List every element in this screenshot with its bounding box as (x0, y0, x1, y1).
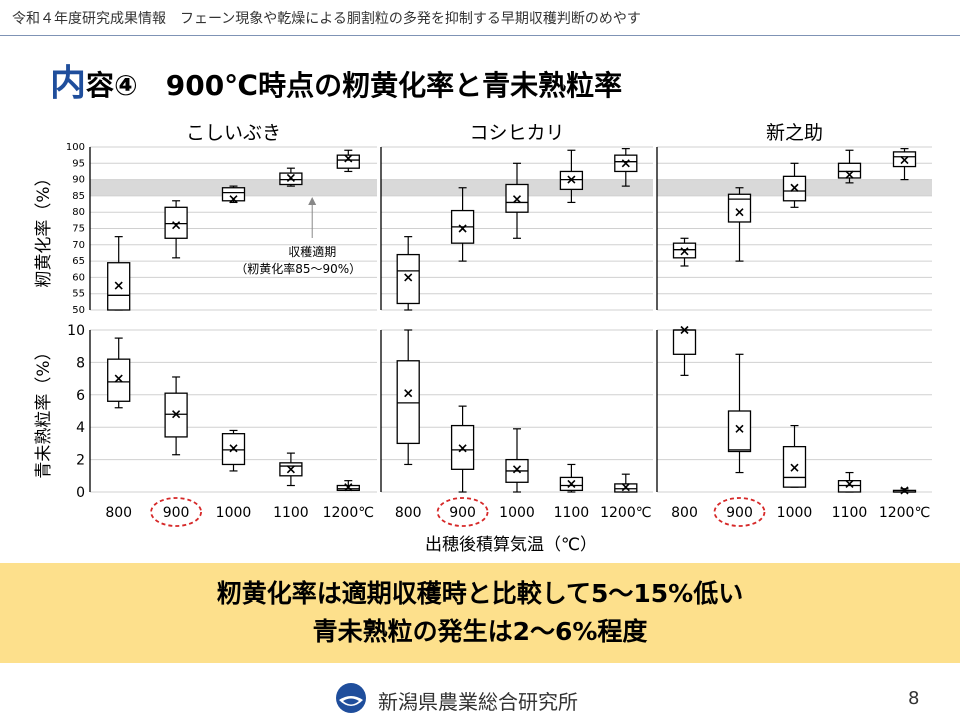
y-axis-title: 青未熟粒率（%） (33, 343, 54, 478)
institute-logo-icon (336, 683, 366, 713)
mean-marker (286, 173, 295, 183)
box-iqr (396, 360, 420, 445)
summary-line-2: 青未熟粒の発生は2～6%程度 (312, 617, 648, 646)
panel-title: コシヒカリ (469, 122, 564, 144)
box-iqr (336, 154, 360, 169)
mean-marker (229, 444, 238, 453)
x-tick-label: 1200℃ (600, 505, 651, 521)
box-iqr (727, 410, 752, 453)
box-iqr (396, 253, 420, 305)
y-axis-title: 籾黄化率（%） (34, 169, 54, 287)
x-axis-title: 出穂後積算気温（℃） (425, 535, 597, 555)
x-tick-label: 900 (449, 505, 476, 521)
highlight-circle (713, 497, 766, 527)
y-tick-label: 2 (76, 453, 85, 469)
annotation-line-1: 収穫適期 (288, 244, 336, 259)
mean-marker (286, 465, 295, 474)
mean-marker (845, 479, 854, 488)
x-tick-label: 800 (105, 505, 132, 521)
mean-marker (845, 170, 854, 179)
y-tick-label: 65 (72, 256, 85, 267)
x-tick-label: 1200℃ (879, 505, 930, 521)
mean-marker (621, 483, 630, 492)
x-tick-label: 800 (671, 505, 698, 521)
y-tick-label: 95 (72, 158, 85, 169)
x-tick-label: 1100 (273, 505, 309, 521)
y-tick-label: 85 (72, 191, 85, 202)
mean-marker (900, 155, 909, 165)
x-tick-label: 1200℃ (323, 505, 374, 521)
mean-marker (344, 483, 353, 492)
mean-marker (790, 463, 799, 472)
summary-box: 籾黄化率は適期収穫時と比較して5～15%低い 青未熟粒の発生は2～6%程度 (0, 563, 960, 663)
y-tick-label: 70 (72, 240, 85, 251)
x-tick-label: 800 (395, 505, 422, 521)
x-tick-label: 1100 (554, 505, 590, 521)
mean-marker (735, 208, 744, 217)
mean-marker (567, 479, 576, 488)
title-rest: 容④ 900℃時点の籾黄化率と青未熟粒率 (86, 69, 623, 102)
y-tick-label: 6 (76, 388, 85, 404)
mean-marker (458, 224, 467, 233)
y-tick-label: 0 (76, 485, 85, 501)
mean-marker (404, 273, 413, 282)
boxplot-charts: 50556065707580859095100籾黄化率（%）こしいぶき収穫適期（… (33, 122, 932, 555)
mean-marker (114, 281, 123, 290)
box-iqr (221, 187, 246, 202)
x-tick-label: 1000 (216, 505, 252, 521)
y-tick-label: 55 (72, 289, 85, 300)
footer-org: 新潟県農業総合研究所 (378, 690, 578, 714)
summary-line-1: 籾黄化率は適期収穫時と比較して5～15%低い (216, 579, 744, 608)
mean-marker (404, 389, 413, 398)
mean-marker (621, 159, 630, 168)
y-tick-label: 100 (66, 142, 85, 153)
y-tick-label: 75 (72, 224, 85, 235)
mean-marker (172, 221, 181, 230)
mean-marker (900, 486, 909, 495)
mean-marker (567, 175, 576, 184)
page-number: 8 (908, 688, 920, 709)
annotation-arrow-head (308, 197, 317, 205)
header-divider (0, 35, 960, 36)
mean-marker (735, 424, 744, 433)
y-tick-label: 90 (72, 175, 85, 186)
page-title: 内容④ 900℃時点の籾黄化率と青未熟粒率 (50, 54, 622, 106)
panel-title: 新之助 (766, 122, 823, 144)
box-iqr (837, 162, 862, 179)
header-text: 令和４年度研究成果情報 フェーン現象や乾燥による胴割粒の多発を抑制する早期収穫判… (12, 11, 641, 27)
mean-marker (680, 247, 689, 256)
mean-marker (790, 183, 799, 192)
x-tick-label: 1000 (777, 505, 813, 521)
mean-marker (344, 154, 353, 163)
box-iqr (727, 193, 752, 223)
panel-title: こしいぶき (186, 122, 281, 144)
y-tick-label: 80 (72, 207, 85, 218)
y-tick-label: 50 (72, 305, 85, 316)
title-prefix: 内 (50, 63, 87, 104)
x-tick-label: 900 (726, 505, 753, 521)
mean-marker (512, 195, 522, 204)
mean-marker (114, 374, 123, 383)
x-tick-label: 1100 (832, 505, 868, 521)
x-tick-label: 1000 (499, 505, 535, 521)
annotation-line-2: （籾黄化率85～90%） (235, 261, 361, 276)
y-tick-label: 4 (76, 420, 85, 436)
mean-marker (458, 444, 467, 453)
mean-marker (172, 410, 181, 419)
mean-marker (229, 195, 238, 204)
box-iqr (672, 329, 697, 355)
y-tick-label: 10 (67, 323, 85, 339)
highlight-circle (436, 497, 489, 527)
header: 令和４年度研究成果情報 フェーン現象や乾燥による胴割粒の多発を抑制する早期収穫判… (0, 0, 960, 36)
y-tick-label: 60 (72, 272, 85, 283)
box-iqr (164, 206, 188, 239)
highlight-circle (150, 497, 203, 527)
box-iqr (107, 358, 131, 402)
mean-marker (512, 465, 522, 474)
box-iqr (837, 480, 862, 493)
mean-marker (680, 325, 689, 335)
x-tick-label: 900 (163, 505, 190, 521)
y-tick-label: 8 (76, 355, 85, 371)
